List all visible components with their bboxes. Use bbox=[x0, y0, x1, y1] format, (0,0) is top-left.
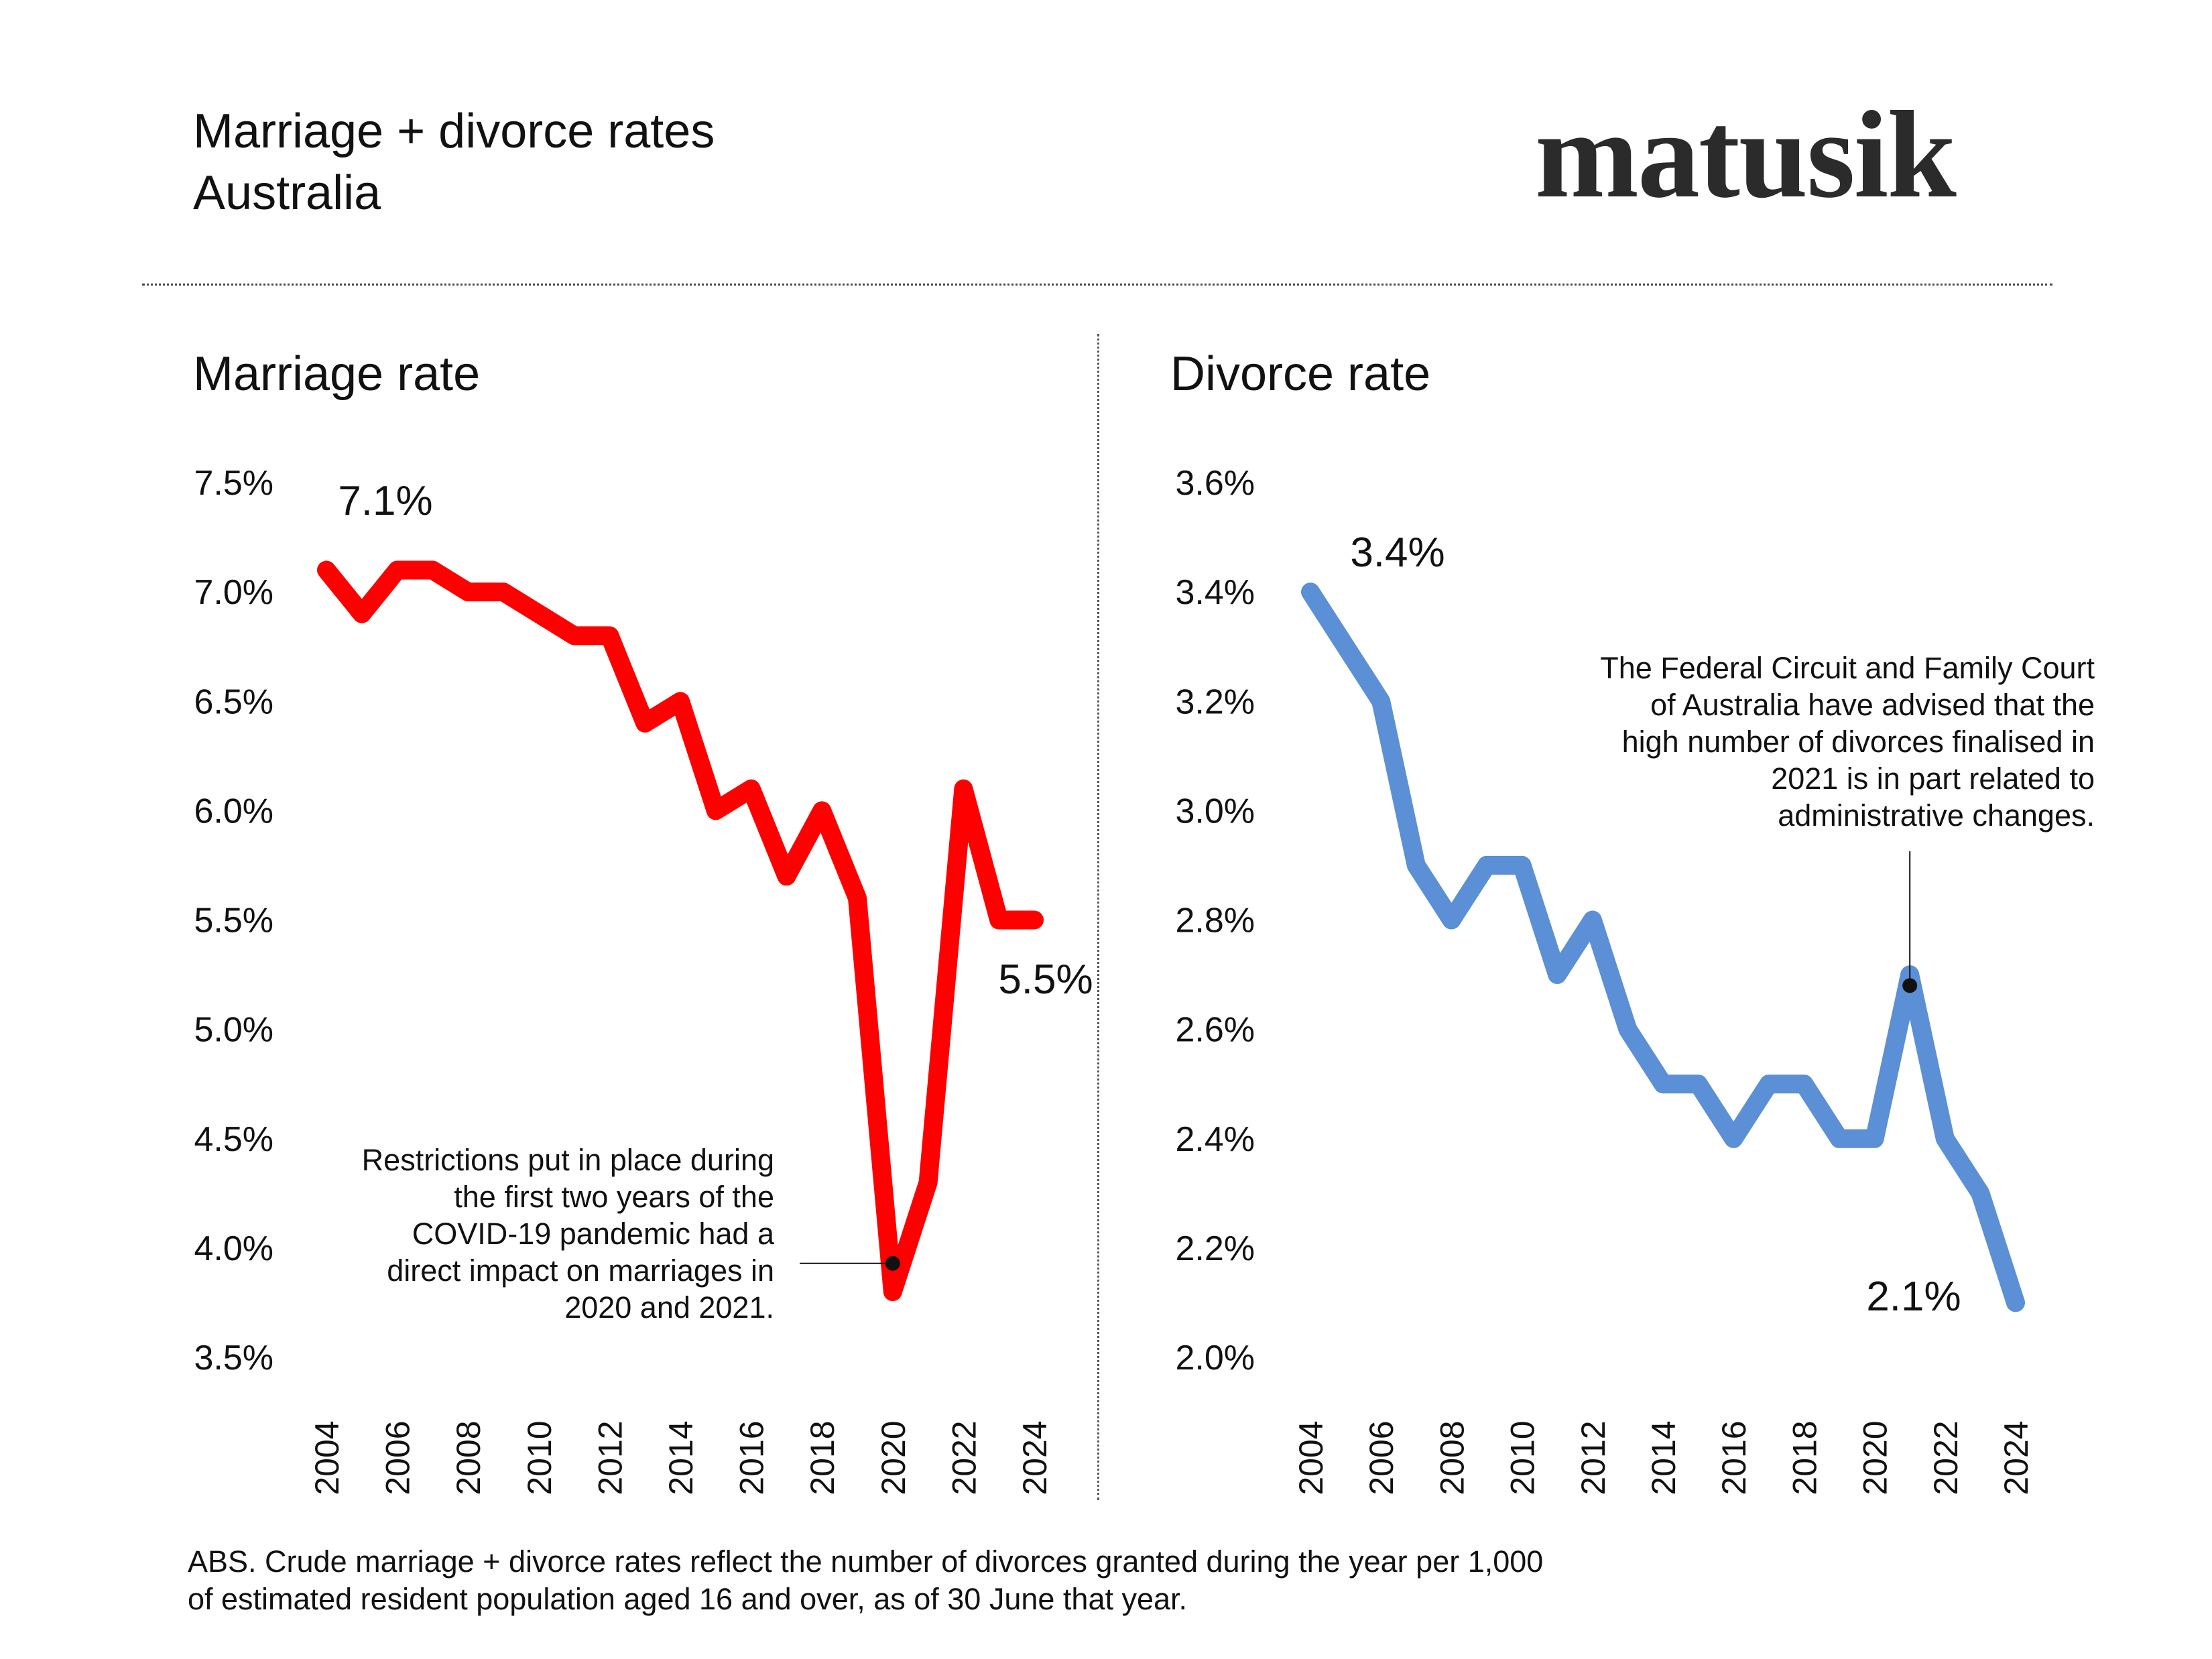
divorce-y-tick-label: 3.6% bbox=[1175, 464, 1255, 503]
marriage-x-tick-label: 2008 bbox=[450, 1420, 487, 1495]
marriage-x-tick-label: 2024 bbox=[1016, 1420, 1054, 1495]
marriage-annotation-line: the first two years of the bbox=[454, 1180, 774, 1214]
divorce-annotation-line: administrative changes. bbox=[1778, 798, 2095, 833]
marriage-x-tick-label: 2022 bbox=[945, 1420, 983, 1495]
divorce-rate-chart: 3.6% 3.4% 3.2% 3.0% 2.8% 2.6% 2.4% 2.2% 2.0% 2004… bbox=[1175, 464, 2095, 1495]
divorce-annotation-line: 2021 is in part related to bbox=[1771, 761, 2095, 796]
divorce-x-tick-label: 2012 bbox=[1575, 1420, 1612, 1495]
marriage-x-tick-label: 2016 bbox=[733, 1420, 771, 1495]
divorce-y-tick-label: 2.4% bbox=[1175, 1120, 1255, 1159]
marriage-rate-chart: 7.5% 7.0% 6.5% 6.0% 5.5% 5.0% 4.5% 4.0% 3.5% 2004… bbox=[194, 464, 1093, 1495]
page-subtitle: Australia bbox=[193, 166, 381, 220]
divorce-x-tick-label: 2006 bbox=[1363, 1420, 1400, 1495]
marriage-y-tick-label: 6.5% bbox=[194, 682, 273, 721]
divorce-x-tick-label: 2014 bbox=[1645, 1420, 1682, 1495]
marriage-x-tick-label: 2014 bbox=[662, 1420, 700, 1495]
marriage-y-tick-label: 7.5% bbox=[194, 464, 273, 503]
divorce-chart-title: Divorce rate bbox=[1170, 347, 1431, 401]
source-note-line-2: of estimated resident population aged 16… bbox=[188, 1582, 1188, 1616]
divorce-y-tick-label: 2.0% bbox=[1175, 1339, 1255, 1377]
divorce-y-tick-label: 3.4% bbox=[1175, 573, 1255, 612]
marriage-x-tick-label: 2010 bbox=[521, 1420, 558, 1495]
source-note-line-1: ABS. Crude marriage + divorce rates refl… bbox=[188, 1544, 1544, 1579]
marriage-series-line bbox=[317, 560, 1044, 1302]
marriage-y-tick-label: 7.0% bbox=[194, 573, 273, 612]
marriage-annotation-line: COVID-19 pandemic had a bbox=[412, 1217, 775, 1251]
marriage-y-tick-label: 3.5% bbox=[194, 1339, 273, 1377]
matusik-logo: matusik bbox=[1535, 86, 1957, 224]
marriage-y-tick-label: 5.5% bbox=[194, 902, 273, 940]
marriage-annotation-line: direct impact on marriages in bbox=[387, 1253, 774, 1288]
source-note: ABS. Crude marriage + divorce rates refl… bbox=[188, 1543, 1930, 1618]
divorce-annotation-line: of Australia have advised that the bbox=[1650, 688, 2095, 722]
divorce-x-tick-label: 2020 bbox=[1857, 1420, 1894, 1495]
marriage-start-value-label: 7.1% bbox=[338, 478, 432, 524]
marriage-y-tick-label: 5.0% bbox=[194, 1011, 273, 1050]
divorce-y-tick-label: 2.6% bbox=[1175, 1011, 1255, 1050]
divorce-y-tick-label: 2.2% bbox=[1175, 1229, 1255, 1268]
divorce-x-tick-label: 2008 bbox=[1433, 1420, 1471, 1495]
divorce-x-tick-label: 2018 bbox=[1786, 1420, 1823, 1495]
marriage-annotation-line: 2020 and 2021. bbox=[564, 1290, 774, 1325]
divorce-y-tick-label: 3.0% bbox=[1175, 792, 1255, 831]
marriage-y-tick-label: 6.0% bbox=[194, 792, 273, 831]
marriage-chart-title: Marriage rate bbox=[193, 347, 481, 401]
marriage-y-tick-label: 4.0% bbox=[194, 1229, 273, 1268]
marriage-annotation-point bbox=[885, 1255, 900, 1271]
divorce-x-tick-label: 2022 bbox=[1927, 1420, 1965, 1495]
divorce-x-tick-label: 2004 bbox=[1292, 1420, 1330, 1495]
divorce-end-value-label: 2.1% bbox=[1866, 1274, 1961, 1320]
divorce-annotation-line: The Federal Circuit and Family Court bbox=[1600, 651, 2095, 685]
marriage-x-tick-label: 2020 bbox=[875, 1420, 912, 1495]
divorce-series-line bbox=[1301, 582, 2025, 1312]
marriage-x-tick-label: 2012 bbox=[591, 1420, 629, 1495]
divorce-x-tick-label: 2010 bbox=[1504, 1420, 1542, 1495]
marriage-y-tick-label: 4.5% bbox=[194, 1120, 273, 1159]
marriage-annotation-line: Restrictions put in place during bbox=[362, 1143, 774, 1177]
panel-divider bbox=[1097, 334, 1099, 1500]
divorce-annotation-point bbox=[1902, 978, 1918, 993]
marriage-x-tick-label: 2004 bbox=[308, 1420, 346, 1495]
divorce-y-tick-label: 3.2% bbox=[1175, 682, 1255, 721]
page-title: Marriage + divorce rates bbox=[193, 105, 715, 158]
marriage-x-tick-label: 2018 bbox=[804, 1420, 841, 1495]
marriage-x-tick-label: 2006 bbox=[379, 1420, 417, 1495]
divorce-start-value-label: 3.4% bbox=[1350, 530, 1445, 576]
marriage-end-value-label: 5.5% bbox=[998, 957, 1093, 1003]
divorce-x-tick-label: 2024 bbox=[1998, 1420, 2035, 1495]
divorce-y-tick-label: 2.8% bbox=[1175, 902, 1255, 940]
header-divider bbox=[142, 284, 2052, 286]
divorce-x-tick-label: 2016 bbox=[1715, 1420, 1753, 1495]
divorce-annotation-line: high number of divorces finalised in bbox=[1622, 725, 2095, 759]
